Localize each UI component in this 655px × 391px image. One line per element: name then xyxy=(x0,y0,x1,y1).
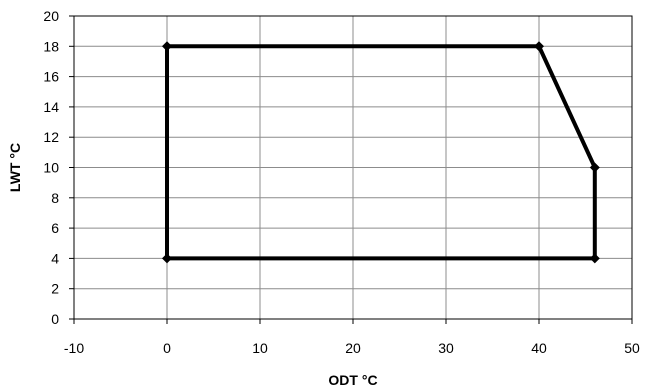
x-tick-label: 0 xyxy=(163,340,171,356)
y-tick-label: 4 xyxy=(51,250,59,266)
y-tick-label: 2 xyxy=(51,281,59,297)
x-axis-title: ODT °C xyxy=(328,372,377,388)
y-tick-label: 12 xyxy=(43,129,59,145)
x-tick-label: -10 xyxy=(64,340,84,356)
grid-lines xyxy=(73,15,633,320)
y-tick-label: 14 xyxy=(43,99,59,115)
x-tick-label: 40 xyxy=(531,340,547,356)
data-point-marker xyxy=(534,41,544,52)
envelope-line xyxy=(165,44,597,261)
y-tick-label: 0 xyxy=(51,311,59,327)
y-tick-label: 6 xyxy=(51,220,59,236)
x-tick-label: 50 xyxy=(624,340,640,356)
tick-labels: -10 0 10 20 30 40 50 0 2 4 6 8 10 12 14 16 18 20 xyxy=(43,8,640,356)
series-group xyxy=(162,41,600,264)
data-point-marker xyxy=(162,41,172,52)
y-tick-label: 8 xyxy=(51,190,59,206)
data-point-marker xyxy=(589,253,600,264)
data-point-marker xyxy=(162,253,172,264)
y-tick-label: 16 xyxy=(43,69,59,85)
x-tick-label: 10 xyxy=(252,340,268,356)
x-tick-label: 20 xyxy=(345,340,361,356)
y-tick-label: 18 xyxy=(43,38,59,54)
y-tick-label: 10 xyxy=(43,160,59,176)
x-tick-label: 30 xyxy=(438,340,454,356)
data-point-marker xyxy=(589,162,600,173)
y-axis-title: LWT °C xyxy=(7,143,23,192)
y-tick-label: 20 xyxy=(43,8,59,24)
